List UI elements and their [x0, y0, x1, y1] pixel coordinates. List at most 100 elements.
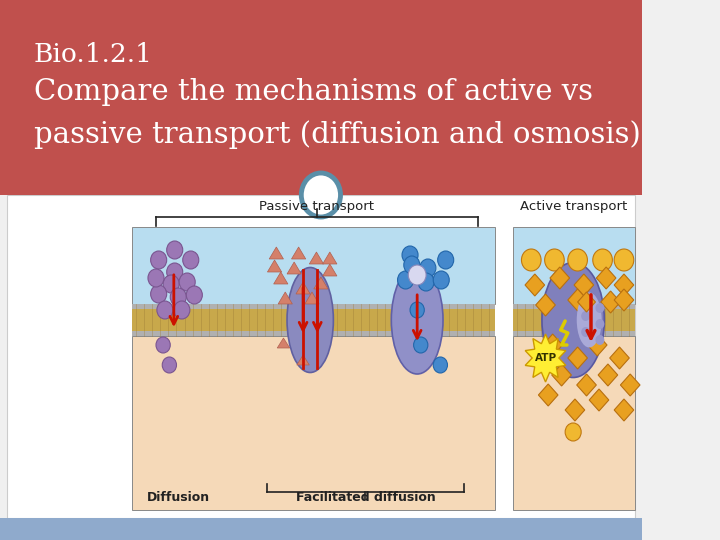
- Bar: [132, 304, 495, 309]
- Text: Active transport: Active transport: [520, 200, 627, 213]
- Polygon shape: [297, 355, 310, 365]
- Bar: [7, 195, 634, 518]
- Text: Facilitated diffusion: Facilitated diffusion: [296, 491, 436, 504]
- Circle shape: [167, 263, 183, 281]
- Text: Passive transport: Passive transport: [259, 200, 374, 213]
- Polygon shape: [614, 289, 634, 311]
- Circle shape: [418, 273, 434, 291]
- Polygon shape: [568, 347, 588, 369]
- Polygon shape: [277, 338, 289, 348]
- Polygon shape: [577, 374, 596, 396]
- Polygon shape: [525, 334, 566, 382]
- Circle shape: [433, 357, 447, 373]
- Polygon shape: [588, 334, 607, 356]
- Polygon shape: [305, 292, 319, 304]
- Ellipse shape: [577, 293, 602, 348]
- Circle shape: [157, 301, 173, 319]
- Polygon shape: [596, 267, 616, 289]
- Circle shape: [179, 273, 195, 291]
- Bar: [0, 0, 642, 195]
- Bar: [132, 304, 495, 336]
- Circle shape: [568, 249, 588, 271]
- Bar: [0, 518, 642, 540]
- Polygon shape: [536, 294, 555, 316]
- Polygon shape: [278, 292, 292, 304]
- Circle shape: [301, 173, 341, 217]
- Circle shape: [148, 269, 164, 287]
- Polygon shape: [269, 247, 284, 259]
- Polygon shape: [577, 292, 595, 312]
- Bar: [132, 336, 495, 510]
- Ellipse shape: [542, 262, 604, 377]
- Polygon shape: [552, 364, 572, 386]
- Circle shape: [163, 275, 179, 293]
- Polygon shape: [574, 274, 594, 296]
- Circle shape: [614, 249, 634, 271]
- Polygon shape: [614, 274, 634, 296]
- Circle shape: [413, 337, 428, 353]
- Circle shape: [167, 241, 183, 259]
- Circle shape: [593, 249, 613, 271]
- Polygon shape: [568, 289, 588, 311]
- Polygon shape: [292, 247, 306, 259]
- Circle shape: [521, 249, 541, 271]
- Polygon shape: [539, 384, 558, 406]
- Circle shape: [595, 303, 604, 313]
- Bar: [513, 304, 634, 336]
- Polygon shape: [543, 334, 562, 356]
- Circle shape: [581, 327, 590, 337]
- Polygon shape: [565, 399, 585, 421]
- Bar: [132, 227, 495, 304]
- Bar: [132, 331, 495, 336]
- Ellipse shape: [287, 267, 333, 373]
- Polygon shape: [621, 374, 640, 396]
- Circle shape: [544, 249, 564, 271]
- Polygon shape: [287, 262, 301, 274]
- Circle shape: [438, 251, 454, 269]
- Circle shape: [170, 288, 186, 306]
- Circle shape: [402, 246, 418, 264]
- Circle shape: [150, 285, 167, 303]
- Circle shape: [150, 251, 167, 269]
- Polygon shape: [310, 252, 323, 264]
- Polygon shape: [267, 260, 282, 272]
- Circle shape: [565, 423, 581, 441]
- Circle shape: [581, 295, 590, 305]
- Circle shape: [183, 251, 199, 269]
- Bar: [513, 331, 634, 336]
- Polygon shape: [589, 389, 609, 411]
- Polygon shape: [600, 291, 621, 313]
- Text: Bio.1.2.1: Bio.1.2.1: [34, 42, 153, 67]
- Polygon shape: [274, 272, 288, 284]
- Circle shape: [420, 259, 436, 277]
- Text: passive transport (diffusion and osmosis): passive transport (diffusion and osmosis…: [34, 120, 641, 149]
- Circle shape: [410, 302, 424, 318]
- Circle shape: [581, 311, 590, 321]
- Polygon shape: [525, 274, 544, 296]
- Text: ATP: ATP: [534, 353, 557, 363]
- Circle shape: [404, 256, 420, 274]
- Circle shape: [174, 301, 190, 319]
- Polygon shape: [323, 264, 337, 276]
- Bar: [513, 227, 634, 304]
- Polygon shape: [614, 399, 634, 421]
- Bar: [513, 336, 634, 510]
- Polygon shape: [323, 252, 337, 264]
- Circle shape: [162, 357, 176, 373]
- Circle shape: [408, 265, 426, 285]
- Circle shape: [397, 271, 413, 289]
- Circle shape: [595, 335, 604, 345]
- Polygon shape: [610, 347, 629, 369]
- Ellipse shape: [391, 266, 443, 374]
- Polygon shape: [550, 267, 570, 289]
- Polygon shape: [314, 277, 328, 289]
- Text: Compare the mechanisms of active vs: Compare the mechanisms of active vs: [34, 78, 593, 106]
- Text: Diffusion: Diffusion: [147, 491, 210, 504]
- Circle shape: [433, 271, 449, 289]
- Circle shape: [186, 286, 202, 304]
- Bar: [513, 304, 634, 309]
- Circle shape: [156, 337, 170, 353]
- Polygon shape: [598, 364, 618, 386]
- Polygon shape: [296, 282, 310, 294]
- Circle shape: [595, 319, 604, 329]
